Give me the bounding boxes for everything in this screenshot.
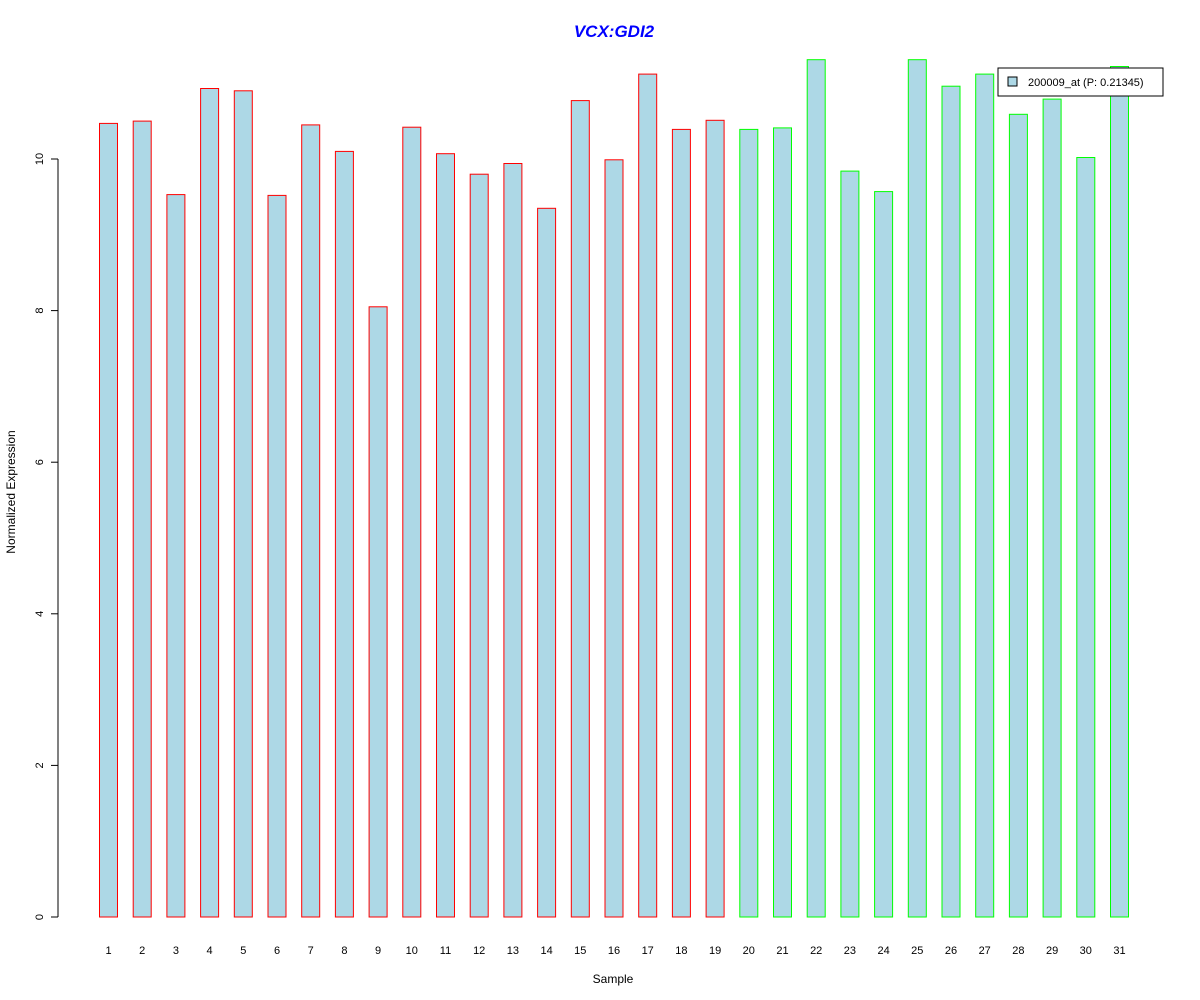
x-tick-label: 15 bbox=[574, 945, 586, 957]
bar-sample-15 bbox=[570, 100, 590, 918]
bar-sample-21 bbox=[773, 127, 792, 918]
bar-sample-28 bbox=[1008, 113, 1028, 918]
x-tick-label: 22 bbox=[810, 945, 822, 957]
x-tick-label: 29 bbox=[1046, 945, 1058, 957]
legend-swatch bbox=[1007, 76, 1018, 87]
bar-sample-24 bbox=[874, 191, 894, 918]
x-tick-label: 12 bbox=[473, 945, 485, 957]
bar-sample-8 bbox=[334, 150, 354, 918]
legend: 200009_at (P: 0.21345) bbox=[997, 67, 1164, 97]
bar-sample-5 bbox=[233, 90, 253, 918]
legend-box bbox=[997, 67, 1164, 97]
x-tick-label: 23 bbox=[844, 945, 856, 957]
bar-sample-30 bbox=[1076, 157, 1096, 918]
x-tick-label: 8 bbox=[341, 945, 347, 957]
bar-sample-4 bbox=[200, 88, 220, 918]
x-tick-label: 30 bbox=[1080, 945, 1092, 957]
bar-sample-19 bbox=[705, 119, 725, 918]
x-tick-label: 20 bbox=[743, 945, 755, 957]
x-tick-label: 18 bbox=[675, 945, 687, 957]
y-axis-title: Normalized Expression bbox=[4, 430, 18, 553]
x-tick-label: 16 bbox=[608, 945, 620, 957]
bar-sample-7 bbox=[301, 124, 321, 918]
x-tick-label: 2 bbox=[139, 945, 145, 957]
chart-title: VCX:GDI2 bbox=[574, 22, 655, 41]
x-tick-labels: 1 2 3 4 5 6 7 8 9 10 11 12 13 14 15 16 17 18 19 20 21 22 23 24 2… bbox=[105, 945, 1125, 957]
bar-sample-13 bbox=[503, 163, 523, 918]
bar-sample-25 bbox=[907, 59, 927, 918]
y-tick-label: 0 bbox=[34, 914, 46, 920]
bar-sample-17 bbox=[638, 73, 658, 918]
bars-group bbox=[99, 59, 1129, 918]
x-tick-label: 26 bbox=[945, 945, 957, 957]
x-tick-label: 6 bbox=[274, 945, 280, 957]
bar-sample-3 bbox=[166, 194, 186, 918]
y-tick-label: 6 bbox=[34, 459, 46, 465]
x-tick-label: 10 bbox=[406, 945, 418, 957]
x-axis-title: Sample bbox=[593, 972, 634, 986]
x-tick-label: 17 bbox=[642, 945, 654, 957]
x-tick-label: 31 bbox=[1113, 945, 1125, 957]
legend-label: 200009_at (P: 0.21345) bbox=[1028, 77, 1144, 89]
x-tick-label: 7 bbox=[308, 945, 314, 957]
bar-sample-31 bbox=[1110, 66, 1129, 918]
x-tick-label: 5 bbox=[240, 945, 246, 957]
bar-sample-16 bbox=[604, 159, 624, 918]
bar-sample-1 bbox=[99, 122, 118, 918]
y-tick-label: 4 bbox=[34, 611, 46, 617]
x-tick-label: 27 bbox=[979, 945, 991, 957]
bar-sample-26 bbox=[941, 85, 961, 918]
y-axis: 0 2 4 6 8 10 bbox=[34, 153, 59, 920]
x-tick-label: 3 bbox=[173, 945, 179, 957]
x-tick-label: 24 bbox=[877, 945, 889, 957]
bar-sample-18 bbox=[671, 128, 691, 918]
bar-sample-23 bbox=[840, 170, 860, 918]
x-tick-label: 25 bbox=[911, 945, 923, 957]
bar-sample-11 bbox=[436, 153, 455, 918]
bar-sample-2 bbox=[132, 120, 152, 918]
bar-sample-6 bbox=[267, 194, 287, 918]
x-tick-label: 11 bbox=[440, 945, 451, 957]
x-tick-label: 13 bbox=[507, 945, 519, 957]
bar-sample-27 bbox=[975, 73, 995, 918]
y-tick-label: 2 bbox=[34, 762, 46, 768]
bar-sample-12 bbox=[469, 173, 489, 918]
x-tick-label: 28 bbox=[1012, 945, 1024, 957]
y-tick-label: 8 bbox=[34, 308, 46, 314]
bar-sample-22 bbox=[806, 59, 826, 918]
bar-sample-14 bbox=[537, 207, 557, 918]
x-tick-label: 9 bbox=[375, 945, 381, 957]
bar-sample-9 bbox=[368, 306, 388, 918]
x-tick-label: 4 bbox=[207, 945, 213, 957]
x-tick-label: 21 bbox=[776, 945, 788, 957]
y-tick-label: 10 bbox=[34, 153, 46, 165]
x-tick-label: 14 bbox=[540, 945, 552, 957]
bar-sample-29 bbox=[1042, 98, 1062, 918]
x-tick-label: 1 bbox=[105, 945, 111, 957]
bar-sample-20 bbox=[739, 128, 759, 918]
bar-sample-10 bbox=[402, 126, 422, 918]
x-tick-label: 19 bbox=[709, 945, 721, 957]
